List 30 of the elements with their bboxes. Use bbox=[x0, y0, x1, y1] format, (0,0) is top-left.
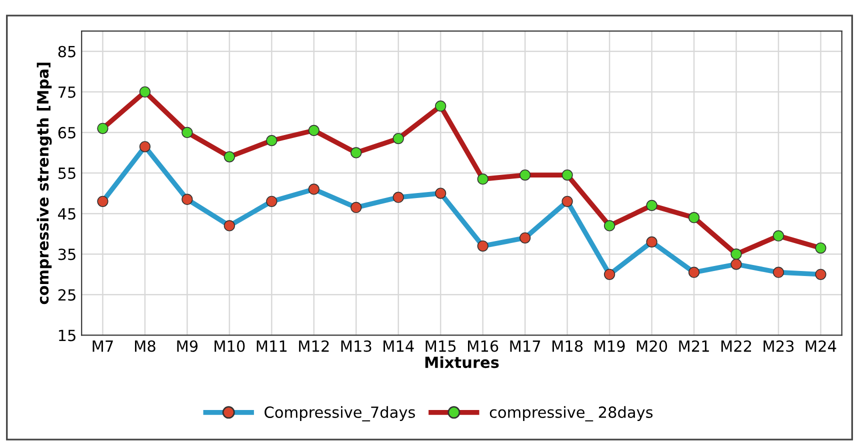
y-tick-label: 55 bbox=[58, 168, 76, 180]
x-tick-label: M11 bbox=[256, 340, 287, 352]
x-tick-label: M10 bbox=[214, 340, 245, 352]
x-tick-label: M14 bbox=[384, 340, 414, 352]
y-tick-label: 35 bbox=[58, 248, 76, 260]
x-tick-label: M8 bbox=[135, 340, 156, 352]
x-tick-label: M16 bbox=[468, 340, 498, 352]
legend-label: Compressive_7days bbox=[264, 406, 415, 422]
x-tick-label: M12 bbox=[299, 340, 329, 352]
x-tick-label: M17 bbox=[510, 340, 540, 352]
x-tick-label: M13 bbox=[341, 340, 372, 352]
y-tick-label: 15 bbox=[58, 330, 76, 342]
y-tick-label: 25 bbox=[58, 289, 76, 301]
y-tick-label: 65 bbox=[58, 126, 76, 138]
y-tick-label: 75 bbox=[58, 86, 76, 98]
y-tick-label: 85 bbox=[58, 46, 76, 58]
x-axis-title: Mixtures bbox=[425, 356, 499, 368]
x-tick-label: M19 bbox=[594, 340, 625, 352]
y-axis-title: compressive strength [Mpa] bbox=[36, 62, 52, 304]
x-tick-label: M18 bbox=[552, 340, 583, 352]
x-tick-label: M24 bbox=[806, 340, 836, 352]
x-tick-label: M22 bbox=[721, 340, 752, 352]
x-tick-label: M9 bbox=[177, 340, 198, 352]
x-tick-label: M7 bbox=[92, 340, 113, 352]
x-tick-label: M15 bbox=[426, 340, 456, 352]
x-tick-label: M21 bbox=[679, 340, 709, 352]
y-tick-label: 45 bbox=[58, 208, 76, 220]
x-tick-label: M20 bbox=[636, 340, 668, 352]
legend-label: compressive_ 28days bbox=[490, 406, 653, 422]
x-tick-label: M23 bbox=[764, 340, 794, 352]
